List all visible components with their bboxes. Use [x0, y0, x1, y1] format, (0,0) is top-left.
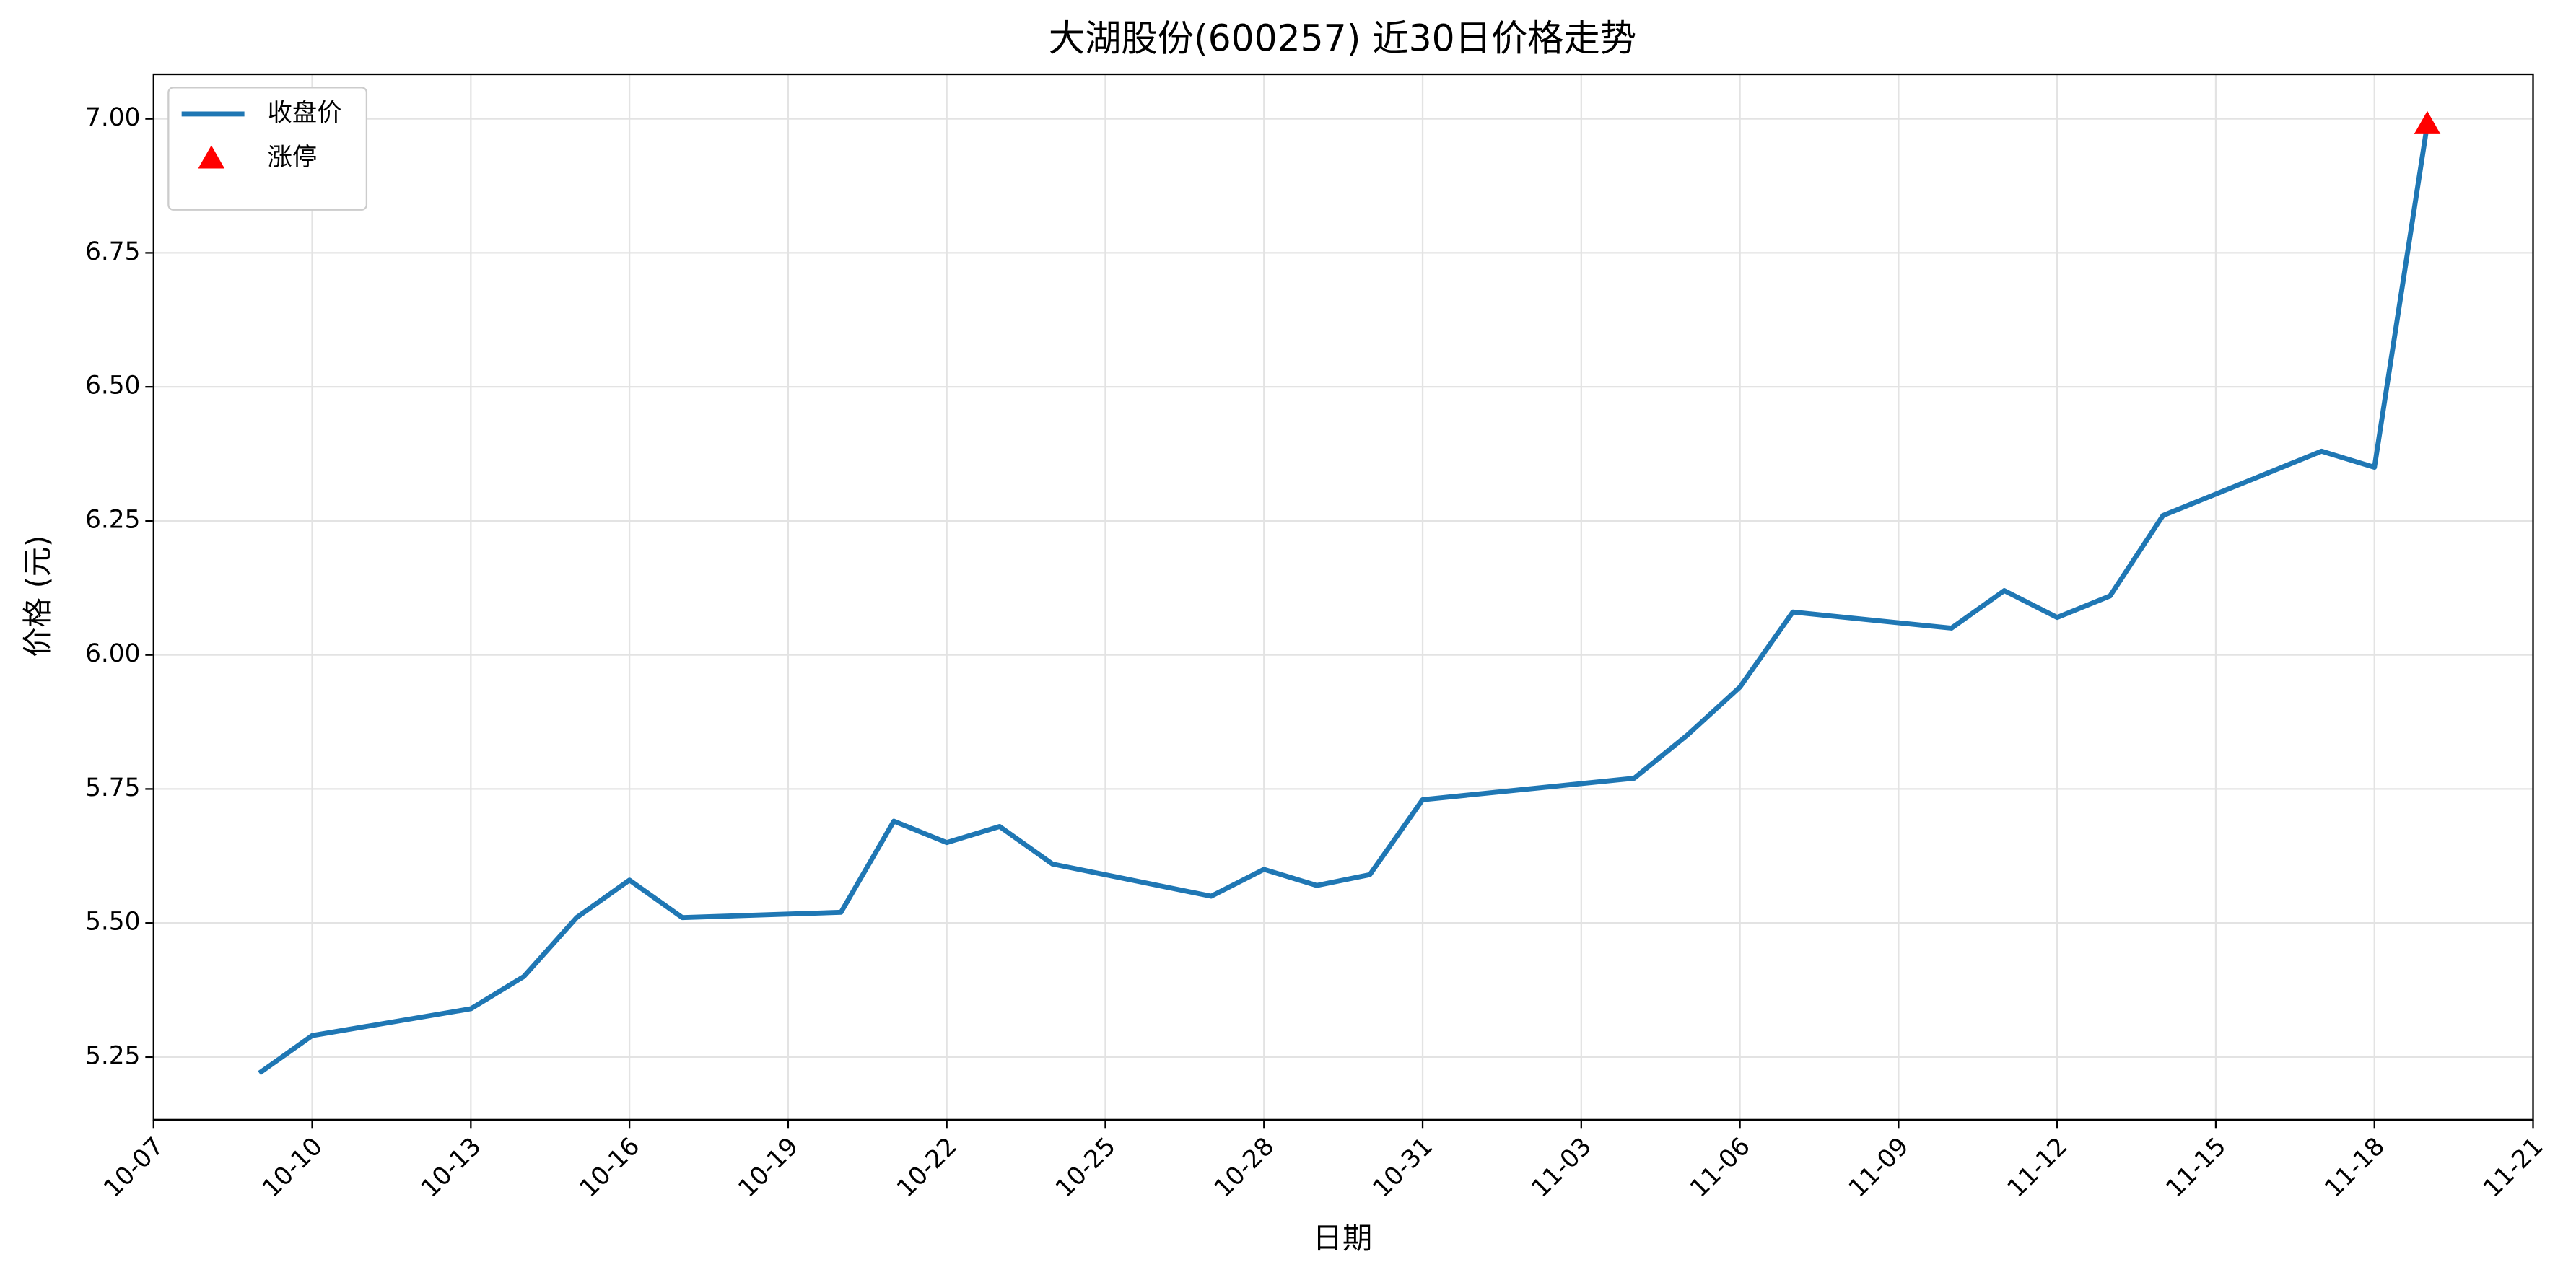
y-tick-label: 7.00	[85, 103, 140, 132]
y-tick-label: 6.00	[85, 639, 140, 668]
legend-label: 涨停	[268, 143, 318, 172]
y-tick-label: 5.50	[85, 908, 140, 937]
price-line	[258, 123, 2430, 1076]
y-tick-label: 6.25	[85, 505, 140, 534]
chart-title: 大湖股份(600257) 近30日价格走势	[1049, 17, 1637, 60]
legend-box	[167, 87, 368, 211]
plot-frame	[152, 73, 2534, 1121]
y-axis-label: 价格 (元)	[20, 535, 55, 657]
y-tick-label: 5.75	[85, 774, 140, 802]
legend-marker	[198, 145, 225, 169]
y-tick-label: 6.50	[85, 372, 140, 400]
y-tick-label: 6.75	[85, 237, 140, 266]
x-axis-label: 日期	[1313, 1221, 1372, 1256]
y-tick-label: 5.25	[85, 1041, 140, 1070]
legend-label: 收盘价	[268, 98, 342, 127]
limit-up-marker	[2414, 110, 2441, 134]
